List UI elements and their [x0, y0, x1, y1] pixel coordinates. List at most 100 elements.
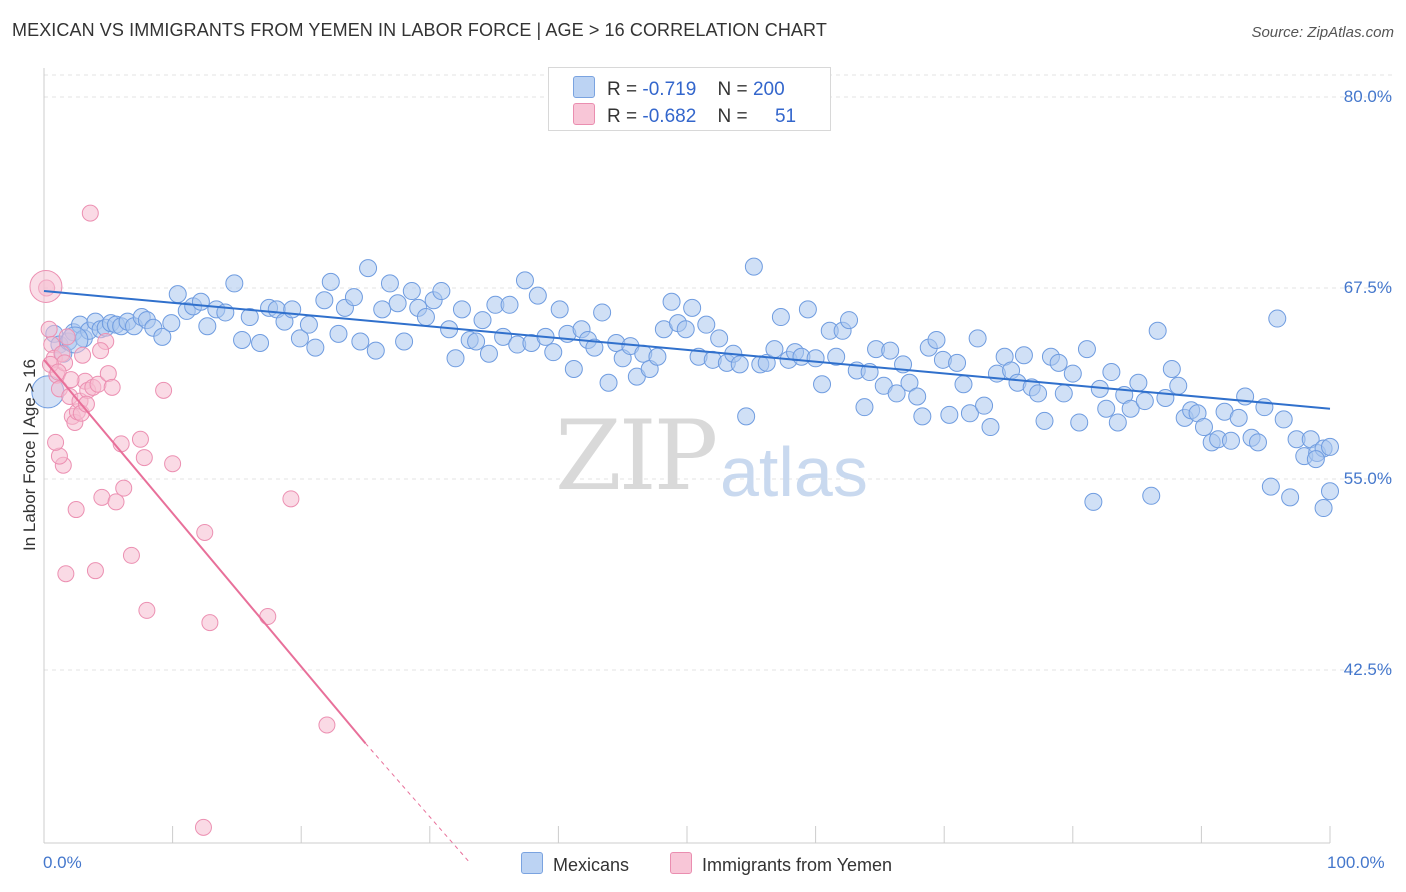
mexicans-point — [1281, 488, 1300, 507]
y-tick-label-55: 55.0% — [1343, 469, 1392, 488]
mexicans-point — [1156, 389, 1175, 408]
mexicans-point — [1129, 373, 1148, 392]
mexicans-point — [1221, 431, 1240, 450]
mexicans-point — [730, 355, 749, 374]
yemen-point — [86, 562, 104, 580]
watermark-atlas: atlas — [720, 433, 868, 511]
yemen-point — [131, 430, 149, 448]
y-tick-label-42-5: 42.5% — [1343, 660, 1392, 679]
mexicans-point — [1084, 492, 1103, 511]
mexicans-point — [1135, 392, 1154, 411]
mexicans-point — [283, 300, 302, 319]
mexicans-point — [290, 329, 309, 348]
source-credit: Source: ZipAtlas.com — [1251, 24, 1394, 41]
legend-item-mexicans: Mexicans — [521, 852, 629, 876]
mexicans-point — [927, 330, 946, 349]
yemen-point — [40, 320, 58, 338]
mexicans-point — [168, 285, 187, 304]
mexicans-point — [900, 373, 919, 392]
legend-item-yemen: Immigrants from Yemen — [670, 852, 892, 876]
yemen-point — [282, 490, 300, 508]
mexicans-point — [960, 404, 979, 423]
mexicans-point — [840, 311, 859, 330]
mexicans-point — [1274, 410, 1293, 429]
mexicans-trendline — [43, 290, 1331, 410]
mexicans-point — [251, 334, 270, 353]
mexicans-point — [373, 300, 392, 319]
yemen-point — [29, 269, 63, 303]
mexicans-point — [315, 291, 334, 310]
mexicans-point — [515, 271, 534, 290]
mexicans-point — [1194, 418, 1213, 437]
yemen-point — [318, 716, 336, 734]
legend-r-label: R = — [607, 106, 638, 127]
yemen-point — [47, 433, 65, 451]
mexicans-point — [744, 257, 763, 276]
watermark-zip: ZIP — [555, 400, 718, 512]
mexicans-point — [662, 292, 681, 311]
yemen-point — [194, 818, 212, 836]
mexicans-point — [855, 398, 874, 417]
mexicans-point — [366, 341, 385, 360]
mexicans-point — [940, 405, 959, 424]
yemen-point — [77, 395, 95, 413]
mexicans-point — [1070, 413, 1089, 432]
chart-title: MEXICAN VS IMMIGRANTS FROM YEMEN IN LABO… — [12, 20, 827, 40]
mexicans-point — [1321, 482, 1339, 501]
mexicans-point — [881, 341, 900, 360]
mexicans-point — [1035, 411, 1054, 430]
mexicans-point — [432, 282, 451, 301]
mexicans-point — [1077, 340, 1096, 359]
yemen-point — [92, 342, 110, 360]
mexicans-point — [1169, 376, 1188, 395]
legend-swatch-blue — [573, 76, 595, 98]
mexicans-point — [306, 338, 325, 357]
mexicans-point — [1229, 408, 1248, 427]
yemen-point — [58, 328, 76, 346]
mexicans-point — [321, 272, 340, 291]
mexicans-point — [329, 324, 348, 343]
yemen-point — [93, 488, 111, 506]
mexicans-point — [544, 343, 563, 362]
yemen-point — [107, 493, 125, 511]
mexicans-point — [446, 349, 465, 368]
mexicans-point — [1121, 399, 1140, 418]
legend-n-label: N = — [717, 106, 748, 127]
yemen-trendline — [43, 359, 367, 744]
mexicans-point — [395, 332, 414, 351]
mexicans-point — [299, 315, 318, 334]
legend-row-mexicans: R = -0.719 N = 200 — [573, 76, 785, 100]
mexicans-point — [757, 353, 776, 372]
mexicans-point — [798, 300, 817, 319]
mexicans-point — [1306, 450, 1325, 469]
mexicans-point — [771, 308, 790, 327]
mexicans-point — [1108, 413, 1127, 432]
mexicans-point — [359, 259, 378, 278]
yemen-point — [62, 371, 80, 389]
mexicans-point — [198, 317, 217, 336]
mexicans-point — [593, 303, 612, 322]
yemen-point — [67, 501, 85, 519]
mexicans-point — [344, 288, 363, 307]
yemen-point — [103, 378, 121, 396]
legend-r-value: -0.719 — [642, 79, 697, 100]
mexicans-point — [813, 375, 832, 394]
mexicans-point — [1063, 364, 1082, 383]
mexicans-point — [1054, 384, 1073, 403]
yemen-trendline-extension — [365, 743, 469, 862]
mexicans-point — [388, 294, 407, 313]
yemen-point — [122, 546, 140, 564]
stats-legend: R = -0.719 N = 200 R = -0.682 N = 51 — [548, 67, 831, 131]
mexicans-point — [402, 282, 421, 301]
mexicans-point — [1049, 353, 1068, 372]
mexicans-point — [697, 315, 716, 334]
mexicans-point — [1162, 359, 1181, 378]
legend-row-yemen: R = -0.682 N = 51 — [573, 103, 796, 127]
mexicans-point — [1314, 499, 1333, 518]
mexicans-point — [380, 274, 399, 293]
mexicans-point — [954, 375, 973, 394]
mexicans-point — [1029, 384, 1048, 403]
mexicans-point — [908, 387, 927, 406]
mexicans-point — [473, 311, 492, 330]
